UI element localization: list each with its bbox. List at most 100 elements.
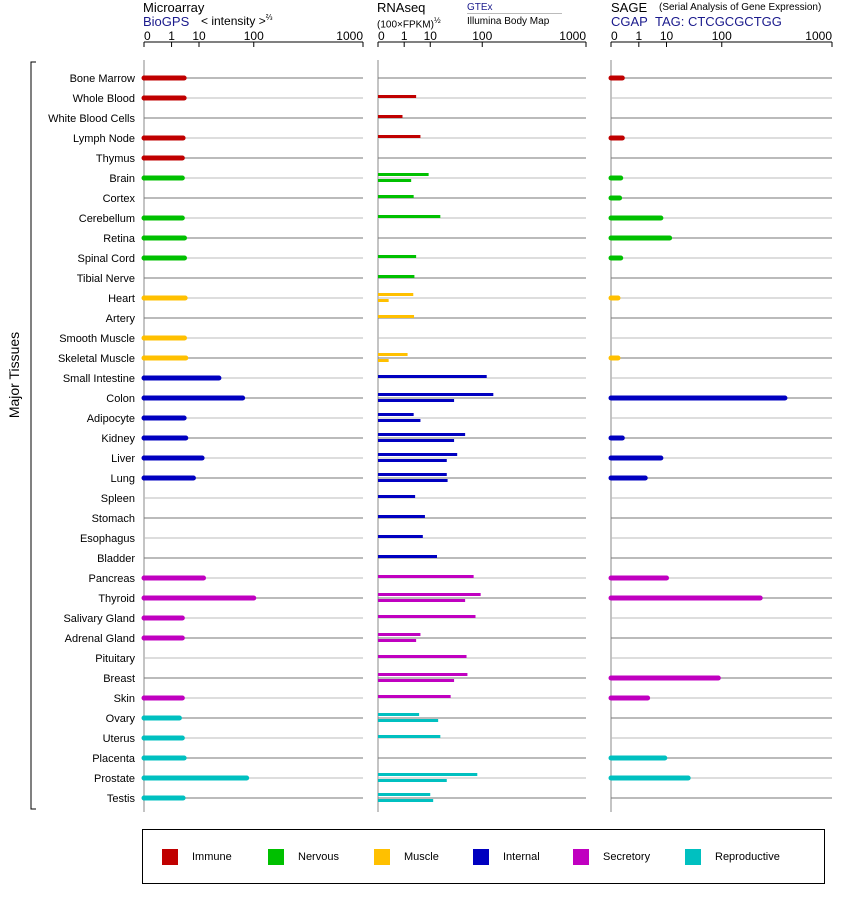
rnaseq-bar-illumina <box>378 179 412 182</box>
rnaseq-tick-label: 0 <box>378 29 385 43</box>
tissue-label: Smooth Muscle <box>59 333 135 345</box>
legend-item-reproductive: Reproductive <box>685 849 780 865</box>
tissue-label: Stomach <box>92 513 135 525</box>
side-label: Major Tissues <box>6 332 22 418</box>
rnaseq-bar-gtex <box>378 353 408 356</box>
tissue-label: Lung <box>111 473 135 485</box>
illumina-label: Illumina Body Map <box>467 16 550 27</box>
rnaseq-bar-gtex <box>378 713 420 716</box>
micro-bar-start <box>143 155 146 161</box>
rnaseq-bar <box>378 255 417 258</box>
sage-title: SAGE <box>611 0 648 15</box>
rnaseq-bar-illumina <box>378 299 389 302</box>
rnaseq-bar-gtex <box>378 433 466 436</box>
tissue-label: Spleen <box>101 493 135 505</box>
sage-tick-label: 1000 <box>805 29 832 43</box>
tissue-label: Bladder <box>97 553 135 565</box>
rnaseq-bar <box>378 115 403 118</box>
microarray-title: Microarray <box>143 0 205 15</box>
micro-bar-start <box>143 135 146 141</box>
micro-bar-start <box>143 715 146 721</box>
rnaseq-bar <box>378 215 441 218</box>
tissue-bracket <box>30 61 36 810</box>
rnaseq-bar-gtex <box>378 593 481 596</box>
rnaseq-bar <box>378 695 451 698</box>
micro-bar-start <box>143 295 146 301</box>
rnaseq-bar <box>378 495 416 498</box>
rnaseq-bar <box>378 555 438 558</box>
legend-item-immune: Immune <box>162 849 232 865</box>
micro-bar-start <box>143 215 146 221</box>
rnaseq-bar <box>378 95 417 98</box>
rnaseq-bar-gtex <box>378 453 458 456</box>
rnaseq-bar-gtex <box>378 793 431 796</box>
tissue-label: Brain <box>109 173 135 185</box>
micro-bar-start <box>143 575 146 581</box>
rnaseq-bar-illumina <box>378 679 455 682</box>
rnaseq-bar-gtex <box>378 393 494 396</box>
rnaseq-bar-illumina <box>378 779 447 782</box>
rnaseq-bar-gtex <box>378 293 414 296</box>
sage-tick-label: 1 <box>635 29 642 43</box>
rnaseq-tick-label: 1 <box>401 29 408 43</box>
legend-item-nervous: Nervous <box>268 849 339 865</box>
rnaseq-bar <box>378 575 474 578</box>
micro-bar-start <box>143 355 146 361</box>
rnaseq-bar-illumina <box>378 439 455 442</box>
legend: Immune Nervous Muscle Internal Secretory… <box>142 829 825 884</box>
tissue-label: Heart <box>108 293 135 305</box>
tissue-label: Prostate <box>94 773 135 785</box>
rnaseq-bar-illumina <box>378 599 466 602</box>
rnaseq-bar <box>378 515 425 518</box>
rnaseq-bar-illumina <box>378 399 455 402</box>
microarray-tick-label: 10 <box>192 29 206 43</box>
tissue-label: Salivary Gland <box>63 613 135 625</box>
micro-bar-start <box>143 475 146 481</box>
rnaseq-bar <box>378 655 467 658</box>
tissue-label: Pancreas <box>89 573 136 585</box>
tissue-label: Bone Marrow <box>70 73 135 85</box>
rnaseq-bar <box>378 315 415 318</box>
sage-tag: TAG: CTCGCGCTGG <box>655 14 782 29</box>
tissue-label: Adipocyte <box>87 413 135 425</box>
rnaseq-bar-illumina <box>378 799 434 802</box>
micro-bar-start <box>143 635 146 641</box>
tissue-label: Adrenal Gland <box>65 633 135 645</box>
tissue-label: Esophagus <box>80 533 136 545</box>
cgap-link[interactable]: CGAP <box>611 14 648 29</box>
sage-tick-label: 100 <box>712 29 732 43</box>
micro-bar-start <box>143 235 146 241</box>
gtex-link[interactable]: GTEx <box>467 2 493 13</box>
rnaseq-bar <box>378 615 476 618</box>
tissue-label: Testis <box>107 793 136 805</box>
sage-subtitle: (Serial Analysis of Gene Expression) <box>659 2 822 13</box>
tissue-label: Skeletal Muscle <box>58 353 135 365</box>
tissue-label: Thyroid <box>98 593 135 605</box>
rnaseq-bar-gtex <box>378 773 478 776</box>
rnaseq-bar-gtex <box>378 633 421 636</box>
micro-bar-start <box>143 415 146 421</box>
tissue-label: Skin <box>114 693 135 705</box>
micro-bar-start <box>143 795 146 801</box>
rnaseq-bar <box>378 195 414 198</box>
microarray-tick-label: 1000 <box>336 29 363 43</box>
microarray-tick-label: 1 <box>168 29 175 43</box>
rnaseq-bar <box>378 275 415 278</box>
micro-bar-start <box>143 395 146 401</box>
biogps-link[interactable]: BioGPS <box>143 14 190 29</box>
tissue-label: Cortex <box>103 193 136 205</box>
rnaseq-bar-illumina <box>378 419 421 422</box>
sage-tick-label: 0 <box>611 29 618 43</box>
rnaseq-bar-gtex <box>378 413 414 416</box>
tissue-label: Kidney <box>101 433 135 445</box>
microarray-tick-label: 0 <box>144 29 151 43</box>
rnaseq-bar-illumina <box>378 459 447 462</box>
legend-swatch-secretory <box>573 849 589 865</box>
micro-bar-start <box>143 75 146 81</box>
microarray-tick-label: 100 <box>244 29 264 43</box>
legend-item-secretory: Secretory <box>573 849 650 865</box>
rnaseq-bar <box>378 735 441 738</box>
sage-tick-label: 10 <box>660 29 674 43</box>
legend-swatch-nervous <box>268 849 284 865</box>
legend-swatch-internal <box>473 849 489 865</box>
